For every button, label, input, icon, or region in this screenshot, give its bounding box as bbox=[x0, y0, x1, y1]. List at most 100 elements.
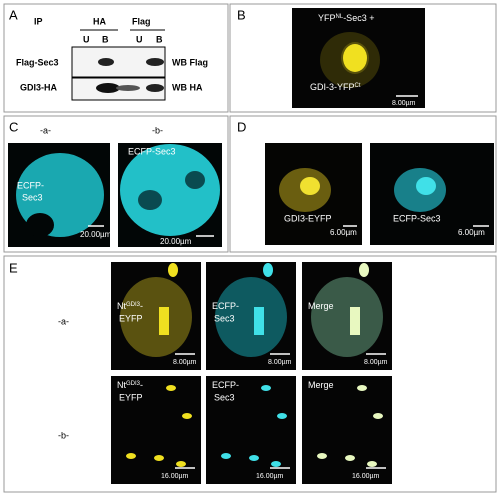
signal bbox=[249, 455, 259, 461]
caption-sup: GDI3 bbox=[126, 381, 141, 387]
signal bbox=[185, 171, 205, 189]
scale-label: 6.00µm bbox=[330, 228, 357, 237]
panel-d-frame bbox=[229, 115, 497, 253]
caption-sup: GDI3 bbox=[126, 302, 141, 308]
caption: ECFP-Sec3 bbox=[128, 146, 176, 156]
panel-b-frame bbox=[229, 3, 497, 113]
panel-e-images: -a-NtGDI3-EYFP8.00µmECFP-Sec38.00µmMerge… bbox=[58, 262, 392, 484]
signal bbox=[416, 177, 436, 195]
signal bbox=[350, 307, 360, 335]
lane-label: U bbox=[83, 34, 90, 44]
signal bbox=[176, 461, 186, 467]
scale-label: 8.00µm bbox=[173, 359, 197, 366]
scale-label: 16.00µm bbox=[352, 473, 380, 480]
signal bbox=[120, 144, 220, 236]
panel-e-frame bbox=[3, 255, 497, 493]
signal bbox=[271, 461, 281, 467]
caption: ECFP- bbox=[17, 180, 44, 190]
micrograph bbox=[111, 376, 201, 484]
signal bbox=[159, 307, 169, 335]
caption: Sec3 bbox=[22, 192, 43, 202]
signal bbox=[221, 453, 231, 459]
signal bbox=[138, 190, 162, 210]
caption: EYFP bbox=[119, 313, 143, 323]
caption: ECFP- bbox=[212, 380, 239, 390]
band bbox=[98, 58, 114, 66]
group-label: HA bbox=[93, 16, 106, 26]
signal bbox=[367, 461, 377, 467]
caption: Merge bbox=[308, 380, 334, 390]
scale-label: 16.00µm bbox=[161, 473, 189, 480]
wb-label: WB HA bbox=[172, 82, 203, 92]
scale-label: 8.00µm bbox=[364, 359, 388, 366]
scale-label: 20.00µm bbox=[160, 237, 192, 246]
row-tag: -a- bbox=[58, 316, 69, 326]
scale-label: 8.00µm bbox=[268, 359, 292, 366]
row-label: GDI3-HA bbox=[20, 82, 58, 92]
signal bbox=[373, 413, 383, 419]
caption-text: ECFP- bbox=[212, 380, 239, 390]
caption-text: - bbox=[140, 301, 143, 311]
signal bbox=[215, 277, 287, 357]
signal bbox=[26, 213, 54, 237]
caption: ECFP- bbox=[212, 301, 239, 311]
caption: NtGDI3- bbox=[117, 380, 143, 390]
row-label: Flag-Sec3 bbox=[16, 57, 59, 67]
scale-label: 20.00µm bbox=[80, 230, 112, 239]
group-label: Flag bbox=[132, 16, 151, 26]
panel-label: B bbox=[237, 7, 246, 22]
caption: YFPNL-Sec3 + bbox=[318, 13, 374, 23]
subpanel-tag: -a- bbox=[40, 125, 51, 135]
band bbox=[146, 58, 164, 66]
micrograph bbox=[302, 376, 392, 484]
panel-a-frame bbox=[3, 3, 229, 113]
panel-label: A bbox=[9, 7, 18, 22]
signal bbox=[277, 413, 287, 419]
lane-label: B bbox=[102, 34, 109, 44]
signal bbox=[120, 277, 192, 357]
signal bbox=[317, 453, 327, 459]
scale-label: 8.00µm bbox=[392, 100, 416, 107]
caption: GDI-3-YFPCt bbox=[310, 82, 361, 92]
caption: Sec3 bbox=[214, 392, 235, 402]
band bbox=[96, 83, 120, 93]
signal bbox=[343, 44, 367, 72]
caption: ECFP-Sec3 bbox=[393, 213, 441, 223]
micrograph bbox=[206, 376, 296, 484]
signal bbox=[345, 455, 355, 461]
wb-label: WB Flag bbox=[172, 57, 208, 67]
caption-text: - bbox=[140, 380, 143, 390]
signal bbox=[126, 453, 136, 459]
signal bbox=[311, 277, 383, 357]
caption: NtGDI3- bbox=[117, 301, 143, 311]
lane-label: B bbox=[156, 34, 163, 44]
lane-label: U bbox=[136, 34, 143, 44]
scale-label: 16.00µm bbox=[256, 473, 284, 480]
caption: Merge bbox=[308, 301, 334, 311]
band bbox=[146, 84, 164, 92]
caption-text: Merge bbox=[308, 301, 334, 311]
signal bbox=[254, 307, 264, 335]
signal bbox=[182, 413, 192, 419]
signal bbox=[300, 177, 320, 195]
panel-label: C bbox=[9, 119, 18, 134]
caption-text: ECFP- bbox=[212, 301, 239, 311]
panel-c-frame bbox=[3, 115, 229, 253]
signal bbox=[166, 385, 176, 391]
caption-text: Nt bbox=[117, 380, 126, 390]
caption: Sec3 bbox=[214, 313, 235, 323]
signal bbox=[168, 263, 178, 277]
caption-text: Nt bbox=[117, 301, 126, 311]
signal bbox=[359, 263, 369, 277]
signal bbox=[357, 385, 367, 391]
signal bbox=[261, 385, 271, 391]
band bbox=[116, 85, 140, 91]
signal bbox=[154, 455, 164, 461]
panel-label: E bbox=[9, 260, 18, 275]
signal bbox=[263, 263, 273, 277]
caption-text: Merge bbox=[308, 380, 334, 390]
scale-label: 6.00µm bbox=[458, 228, 485, 237]
panel-label: D bbox=[237, 119, 246, 134]
row-tag: -b- bbox=[58, 430, 69, 440]
ip-label: IP bbox=[34, 16, 43, 26]
